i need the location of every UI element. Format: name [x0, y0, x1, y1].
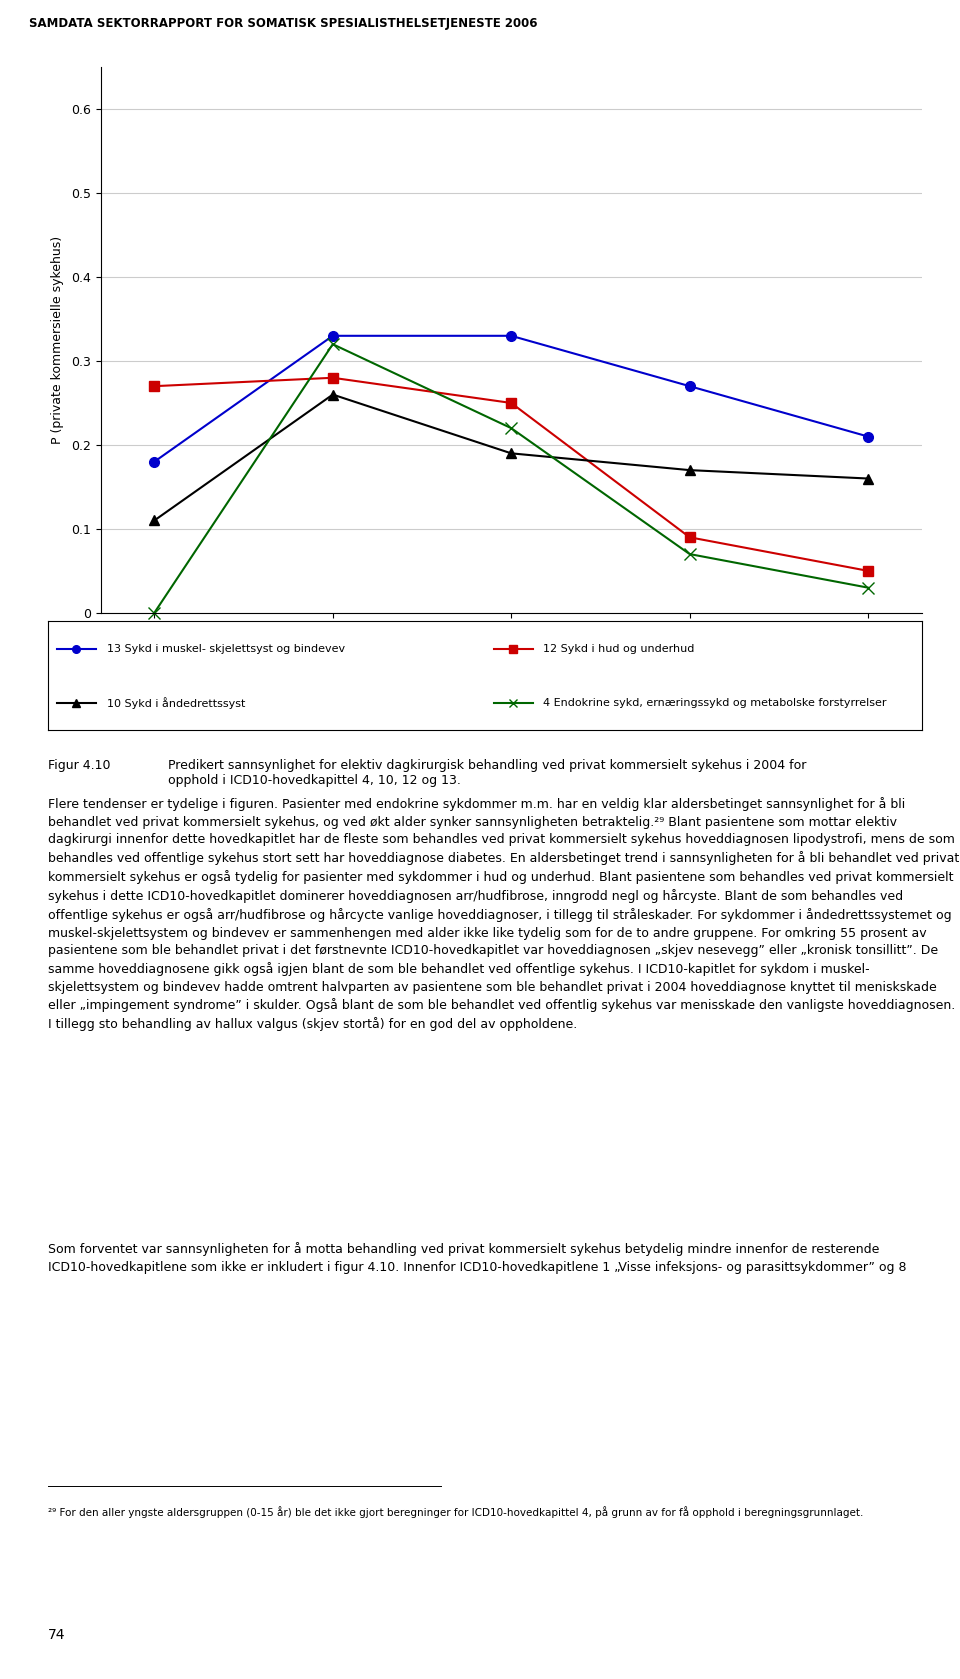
Text: Predikert sannsynlighet for elektiv dagkirurgisk behandling ved privat kommersie: Predikert sannsynlighet for elektiv dagk…	[168, 759, 806, 787]
Text: Flere tendenser er tydelige i figuren. Pasienter med endokrine sykdommer m.m. ha: Flere tendenser er tydelige i figuren. P…	[48, 798, 959, 1031]
Text: 10 Sykd i åndedrettssyst: 10 Sykd i åndedrettssyst	[107, 697, 245, 709]
Text: Som forventet var sannsynligheten for å motta behandling ved privat kommersielt : Som forventet var sannsynligheten for å …	[48, 1242, 906, 1274]
Text: 4 Endokrine sykd, ernæringssykd og metabolske forstyrrelser: 4 Endokrine sykd, ernæringssykd og metab…	[543, 698, 887, 709]
Text: 13 Sykd i muskel- skjelettsyst og bindevev: 13 Sykd i muskel- skjelettsyst og bindev…	[107, 643, 345, 653]
Text: Figur 4.10: Figur 4.10	[48, 759, 110, 772]
Y-axis label: P (private kommersielle sykehus): P (private kommersielle sykehus)	[51, 237, 64, 443]
Text: 74: 74	[48, 1629, 65, 1642]
Text: ²⁹ For den aller yngste aldersgruppen (0-15 år) ble det ikke gjort beregninger f: ²⁹ For den aller yngste aldersgruppen (0…	[48, 1506, 863, 1518]
Text: 12 Sykd i hud og underhud: 12 Sykd i hud og underhud	[543, 643, 695, 653]
X-axis label: Alder (år): Alder (år)	[473, 641, 549, 656]
Text: SAMDATA SEKTORRAPPORT FOR SOMATISK SPESIALISTHELSETJENESTE 2006: SAMDATA SEKTORRAPPORT FOR SOMATISK SPESI…	[29, 17, 538, 30]
